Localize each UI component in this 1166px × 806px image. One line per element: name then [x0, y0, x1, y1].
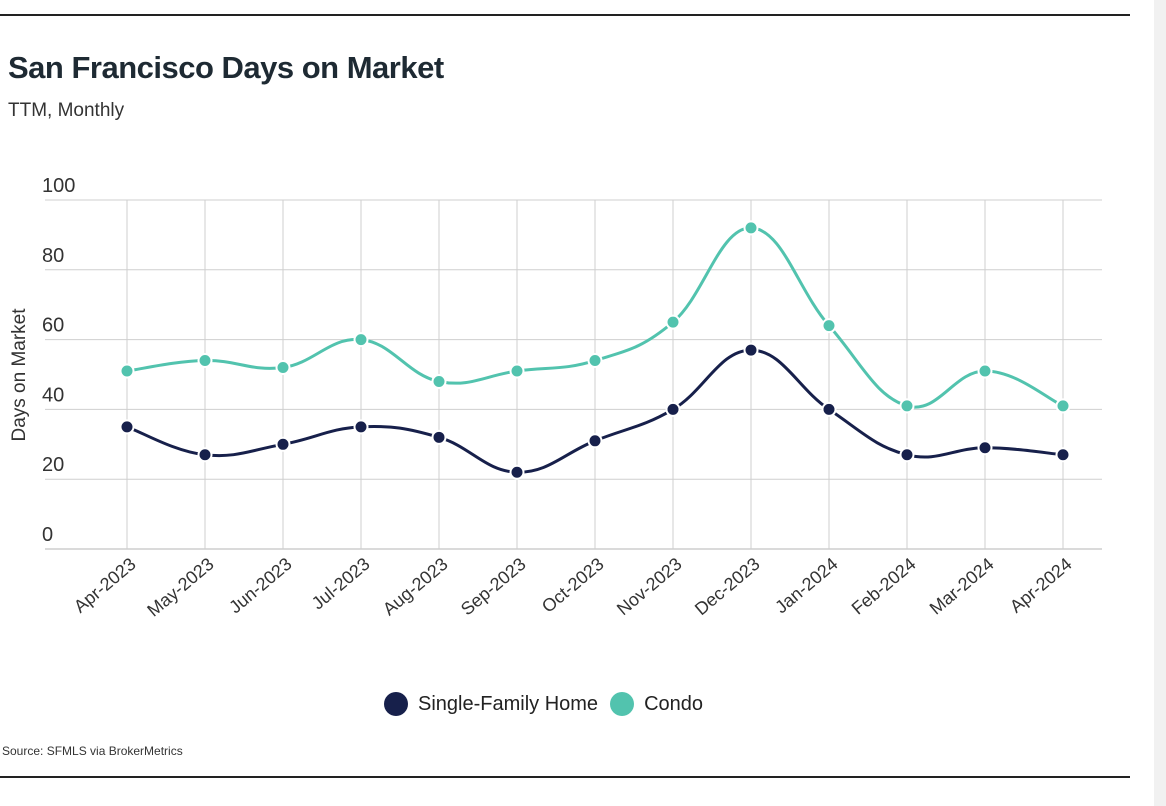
data-point-condo-11	[977, 363, 993, 379]
scrollbar-track	[1154, 0, 1166, 806]
data-point-condo-10	[899, 398, 915, 414]
legend-swatch-condo	[610, 692, 635, 716]
data-point-single-family-9	[821, 401, 837, 417]
data-point-single-family-5	[509, 464, 525, 480]
x-tick-label-2: Jun-2023	[225, 554, 295, 618]
data-point-single-family-3	[353, 419, 369, 435]
y-tick-label-100: 100	[42, 175, 75, 197]
data-point-single-family-7	[665, 401, 681, 417]
data-point-single-family-0	[119, 419, 135, 435]
y-tick-label-80: 80	[42, 245, 64, 267]
x-tick-label-1: May-2023	[143, 554, 217, 621]
legend-swatch-single-family	[384, 692, 408, 716]
data-point-single-family-1	[197, 447, 213, 463]
x-tick-label-0: Apr-2023	[70, 554, 140, 617]
data-point-condo-5	[509, 363, 525, 379]
x-tick-label-3: Jul-2023	[308, 554, 374, 614]
y-tick-label-20: 20	[42, 454, 64, 476]
y-tick-label-40: 40	[42, 384, 64, 406]
data-point-condo-6	[587, 353, 603, 369]
data-point-single-family-11	[977, 440, 993, 456]
x-tick-label-5: Sep-2023	[457, 554, 530, 620]
y-tick-label-60: 60	[42, 315, 64, 337]
legend-item-single-family[interactable]: Single-Family Home	[384, 692, 598, 716]
data-point-single-family-10	[899, 447, 915, 463]
legend-label-single-family: Single-Family Home	[418, 692, 599, 715]
source-note: Source: SFMLS via BrokerMetrics	[2, 744, 183, 758]
data-point-condo-4	[431, 373, 447, 389]
chart-legend: Single-Family Home Condo	[384, 688, 715, 720]
data-point-condo-2	[275, 360, 291, 376]
data-point-condo-12	[1055, 398, 1071, 414]
x-tick-label-10: Feb-2024	[848, 554, 920, 619]
data-point-single-family-12	[1055, 447, 1071, 463]
legend-item-condo[interactable]: Condo	[610, 692, 703, 716]
x-tick-label-7: Nov-2023	[613, 554, 686, 619]
legend-label-condo: Condo	[644, 692, 703, 715]
top-rule	[0, 14, 1130, 16]
chart-subtitle: TTM, Monthly	[8, 100, 125, 121]
y-tick-label-0: 0	[42, 524, 53, 546]
data-point-condo-0	[119, 363, 135, 379]
data-point-condo-7	[665, 314, 681, 330]
data-point-condo-3	[353, 332, 369, 348]
data-point-condo-1	[197, 353, 213, 369]
x-tick-label-12: Apr-2024	[1006, 554, 1076, 617]
x-tick-label-4: Aug-2023	[379, 554, 452, 620]
data-point-single-family-8	[743, 342, 759, 358]
data-point-condo-8	[743, 220, 759, 236]
x-tick-label-11: Mar-2024	[926, 554, 998, 619]
data-point-single-family-6	[587, 433, 603, 449]
x-tick-label-8: Dec-2023	[691, 554, 764, 619]
bottom-rule	[0, 776, 1130, 778]
x-tick-label-6: Oct-2023	[538, 554, 608, 617]
data-point-condo-9	[821, 318, 837, 334]
data-point-single-family-2	[275, 436, 291, 452]
chart-title: San Francisco Days on Market	[8, 50, 444, 85]
x-tick-label-9: Jan-2024	[771, 554, 841, 618]
data-point-single-family-4	[431, 429, 447, 445]
y-axis-title: Days on Market	[9, 308, 30, 442]
